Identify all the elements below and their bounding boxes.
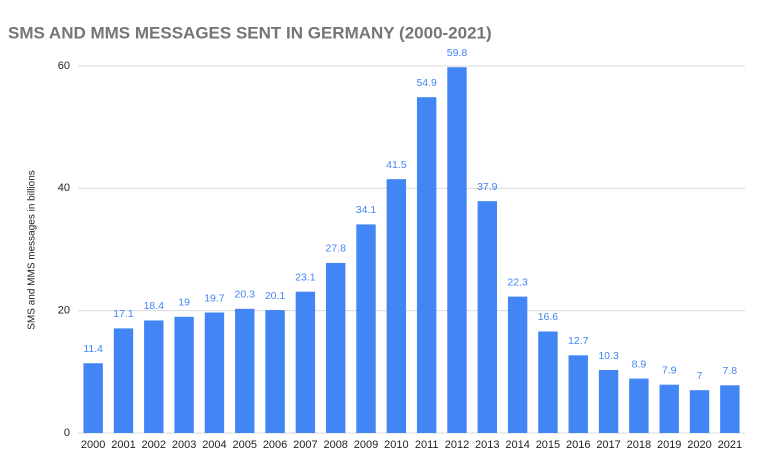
x-tick-label: 2015 bbox=[536, 439, 560, 451]
bar bbox=[507, 296, 528, 433]
x-tick-label: 2008 bbox=[323, 439, 347, 451]
x-tick-label: 2013 bbox=[475, 439, 499, 451]
value-label: 7.8 bbox=[723, 365, 738, 377]
bar bbox=[356, 224, 376, 433]
x-tick-label: 2000 bbox=[81, 439, 105, 451]
y-tick-label: 0 bbox=[64, 427, 70, 439]
bar bbox=[386, 179, 407, 433]
bar bbox=[477, 201, 497, 433]
value-label: 17.1 bbox=[113, 308, 134, 320]
value-label: 54.9 bbox=[416, 77, 437, 89]
y-axis-label: SMS and MMS messages in billions bbox=[27, 170, 38, 330]
value-label: 20.1 bbox=[265, 290, 286, 302]
value-label: 37.9 bbox=[477, 181, 498, 193]
x-tick-label: 2003 bbox=[172, 439, 196, 451]
value-label: 19.7 bbox=[204, 292, 225, 304]
bar bbox=[447, 67, 467, 434]
x-tick-label: 2004 bbox=[202, 439, 226, 451]
x-tick-label: 2021 bbox=[718, 439, 742, 451]
bar bbox=[204, 312, 225, 433]
x-tick-label: 2020 bbox=[687, 439, 711, 451]
x-tick-label: 2018 bbox=[627, 439, 651, 451]
bar bbox=[265, 310, 285, 433]
value-label: 16.6 bbox=[538, 311, 559, 323]
x-tick-label: 2005 bbox=[233, 439, 257, 451]
value-label: 7 bbox=[697, 370, 703, 382]
bar bbox=[295, 291, 316, 433]
bar bbox=[689, 390, 710, 433]
bar bbox=[113, 328, 134, 433]
value-label: 27.8 bbox=[325, 243, 346, 255]
y-tick-label: 40 bbox=[58, 182, 70, 194]
value-label: 18.4 bbox=[144, 300, 165, 312]
value-label: 41.5 bbox=[386, 159, 407, 171]
value-label: 19 bbox=[178, 297, 190, 309]
x-tick-label: 2012 bbox=[445, 439, 469, 451]
x-tick-label: 2016 bbox=[566, 439, 590, 451]
x-tick-label: 2010 bbox=[384, 439, 408, 451]
x-tick-label: 2014 bbox=[505, 439, 529, 451]
x-tick-label: 2006 bbox=[263, 439, 287, 451]
x-tick-label: 2017 bbox=[596, 439, 620, 451]
value-label: 59.8 bbox=[447, 47, 468, 59]
x-tick-label: 2019 bbox=[657, 439, 681, 451]
value-label: 34.1 bbox=[356, 204, 377, 216]
value-label: 12.7 bbox=[568, 335, 589, 347]
y-tick-label: 20 bbox=[58, 305, 70, 317]
x-tick-label: 2011 bbox=[415, 439, 439, 451]
bar bbox=[659, 384, 679, 433]
bar bbox=[568, 355, 588, 433]
bar bbox=[720, 385, 740, 433]
bar bbox=[598, 369, 619, 433]
value-label: 22.3 bbox=[507, 276, 528, 288]
value-label: 23.1 bbox=[295, 271, 316, 283]
value-label: 11.4 bbox=[83, 343, 103, 355]
x-tick-label: 2007 bbox=[293, 439, 317, 451]
value-label: 10.3 bbox=[598, 350, 619, 362]
bar bbox=[416, 97, 437, 433]
chart-title: SMS AND MMS MESSAGES SENT IN GERMANY (20… bbox=[8, 23, 492, 42]
bar bbox=[83, 363, 103, 433]
x-tick-label: 2001 bbox=[111, 439, 135, 451]
x-tick-label: 2002 bbox=[142, 439, 166, 451]
bar bbox=[629, 378, 649, 433]
bar bbox=[235, 308, 255, 433]
bar bbox=[326, 262, 346, 433]
y-tick-label: 60 bbox=[58, 60, 70, 72]
x-tick-label: 2009 bbox=[354, 439, 378, 451]
value-label: 8.9 bbox=[632, 358, 647, 370]
bar bbox=[174, 316, 194, 433]
value-label: 7.9 bbox=[662, 364, 677, 376]
bar bbox=[144, 320, 164, 433]
value-label: 20.3 bbox=[235, 289, 256, 301]
bar bbox=[538, 331, 558, 433]
